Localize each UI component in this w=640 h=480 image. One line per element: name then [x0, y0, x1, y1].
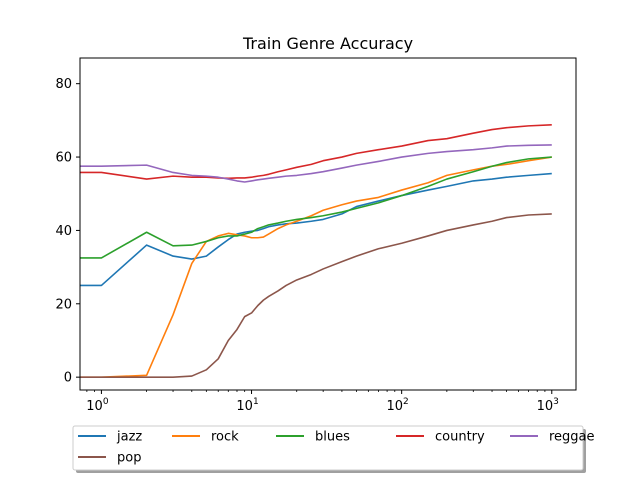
legend-label-blues: blues — [315, 430, 350, 445]
series-line-reggae — [80, 144, 552, 183]
y-tick-label: 60 — [55, 151, 72, 166]
chart-title: Train Genre Accuracy — [242, 34, 413, 53]
x-tick-exponent: 2 — [403, 397, 409, 407]
legend-box — [72, 425, 584, 471]
series-line-rock — [80, 156, 552, 378]
plot-area — [80, 58, 576, 390]
series-line-country — [80, 123, 552, 180]
series-layer — [80, 123, 552, 378]
y-tick-label: 80 — [55, 77, 72, 92]
x-tick-exponent: 0 — [103, 397, 109, 407]
legend: jazz rock blues country reggae pop — [72, 425, 595, 473]
x-tick-label: 101 — [236, 397, 258, 414]
legend-label-reggae: reggae — [549, 430, 595, 445]
series-line-pop — [80, 213, 552, 378]
plot-frame — [79, 57, 577, 391]
x-tick-label: 103 — [537, 397, 559, 414]
x-tick-exponent: 3 — [553, 397, 559, 407]
y-tick-label: 40 — [55, 224, 72, 239]
x-tick-label: 102 — [387, 397, 409, 414]
x-tick-label: 100 — [86, 397, 109, 414]
legend-label-rock: rock — [211, 430, 239, 445]
y-tick-label: 20 — [55, 297, 72, 312]
legend-label-pop: pop — [117, 451, 141, 466]
x-tick-exponent: 1 — [253, 397, 259, 407]
legend-label-country: country — [435, 430, 485, 445]
series-line-jazz — [80, 172, 552, 287]
legend-label-jazz: jazz — [116, 430, 142, 445]
series-line-blues — [80, 156, 552, 259]
y-tick-label: 0 — [64, 371, 72, 386]
